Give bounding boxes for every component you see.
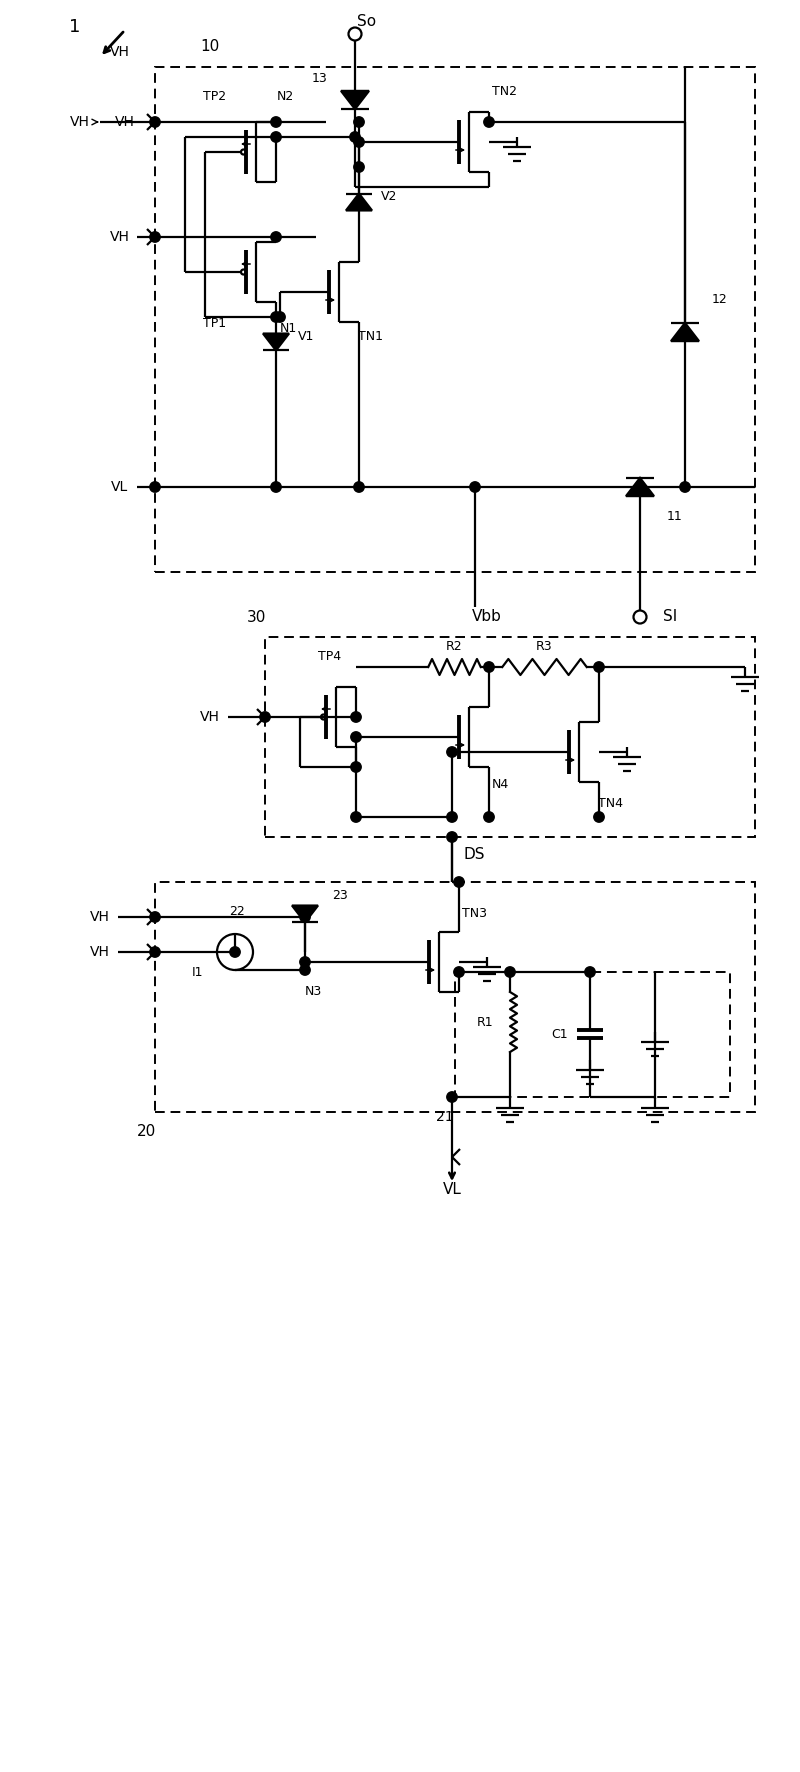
Circle shape [446,1092,457,1102]
Text: 1: 1 [70,18,81,35]
Circle shape [300,964,310,975]
Circle shape [350,732,362,742]
Circle shape [635,482,646,493]
Circle shape [230,946,240,957]
Circle shape [446,812,457,822]
Circle shape [446,831,457,842]
Text: 11: 11 [667,510,683,523]
Polygon shape [292,905,318,923]
Text: N1: N1 [279,323,297,335]
Circle shape [454,877,464,888]
Circle shape [150,117,160,128]
Text: I1: I1 [191,966,202,978]
Polygon shape [341,90,369,110]
Circle shape [354,117,364,128]
Circle shape [300,913,310,921]
Text: N4: N4 [491,778,509,792]
Circle shape [270,131,282,142]
Text: Vbb: Vbb [472,610,502,624]
Circle shape [454,968,464,976]
Circle shape [680,482,690,493]
Text: TN3: TN3 [462,907,487,920]
Polygon shape [263,333,289,351]
Circle shape [594,661,604,672]
Circle shape [635,482,646,493]
Text: VH: VH [110,230,130,245]
Circle shape [470,482,480,493]
Text: R3: R3 [536,640,553,654]
Text: VH: VH [110,44,130,58]
Circle shape [300,957,310,968]
Circle shape [270,117,282,128]
Circle shape [275,312,285,323]
Text: C1: C1 [552,1028,568,1040]
Circle shape [594,812,604,822]
Text: SI: SI [663,610,677,624]
Text: So: So [358,14,377,30]
Text: 13: 13 [312,71,328,85]
Text: 23: 23 [332,890,348,902]
Text: TN1: TN1 [358,331,382,344]
Circle shape [270,482,282,493]
Text: 22: 22 [229,905,245,918]
Text: VH: VH [115,115,135,129]
Polygon shape [346,193,372,211]
Text: VH: VH [200,711,220,725]
Text: R1: R1 [477,1015,494,1028]
Text: TN4: TN4 [598,797,622,810]
Circle shape [484,661,494,672]
Circle shape [150,913,160,921]
Circle shape [354,161,364,172]
Text: TP4: TP4 [318,650,342,663]
Circle shape [505,968,515,976]
Text: VH: VH [90,944,110,959]
Circle shape [446,746,457,757]
Text: VH: VH [90,911,110,923]
Text: N2: N2 [276,90,294,103]
Text: V2: V2 [381,191,397,204]
Circle shape [354,482,364,493]
Text: R2: R2 [446,640,463,654]
Text: 12: 12 [712,294,728,307]
Circle shape [150,232,160,243]
Circle shape [150,482,160,493]
Text: 30: 30 [247,610,266,624]
Text: VL: VL [442,1182,462,1198]
Text: N3: N3 [304,985,322,998]
Circle shape [484,812,494,822]
Circle shape [350,812,362,822]
Text: 21: 21 [436,1109,454,1123]
Circle shape [350,762,362,773]
Circle shape [350,712,362,723]
Circle shape [270,312,282,323]
Polygon shape [671,323,699,340]
Text: TP2: TP2 [203,90,226,103]
Text: 20: 20 [138,1125,157,1139]
Circle shape [150,946,160,957]
Circle shape [354,136,364,147]
Circle shape [350,131,360,142]
Circle shape [270,232,282,243]
Text: VL: VL [111,480,129,494]
Text: VH: VH [70,115,90,129]
Circle shape [585,968,595,976]
Text: DS: DS [463,847,485,863]
Circle shape [260,712,270,723]
Text: TN2: TN2 [493,85,518,99]
Text: TP1: TP1 [203,317,226,331]
Text: 10: 10 [200,39,220,55]
Text: V1: V1 [298,331,314,344]
Circle shape [484,117,494,128]
Polygon shape [626,478,654,496]
